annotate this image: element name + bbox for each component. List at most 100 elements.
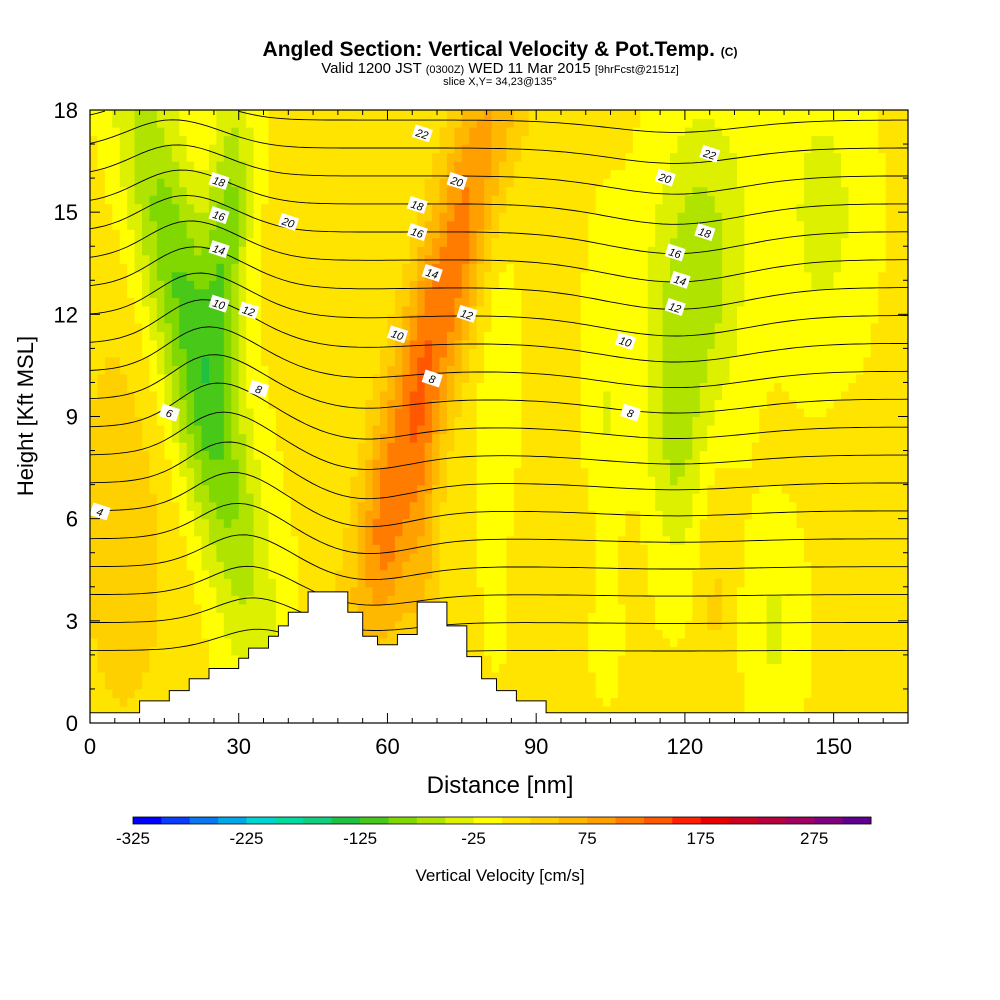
field-cell [446, 476, 478, 486]
field-cell [171, 382, 180, 392]
field-cell [156, 561, 188, 571]
field-cell [736, 161, 805, 171]
field-cell [684, 203, 716, 213]
field-cell [432, 416, 441, 426]
field-cell [246, 459, 262, 469]
field-cell [90, 450, 151, 460]
field-cell [580, 425, 604, 435]
field-cell [491, 118, 515, 128]
theta-contour [90, 220, 908, 283]
field-cell [692, 510, 708, 520]
field-cell [127, 186, 136, 196]
field-cell [446, 237, 470, 247]
field-cell [484, 365, 522, 375]
field-cell [149, 450, 165, 460]
field-cell [521, 348, 582, 358]
field-cell [90, 220, 113, 230]
field-cell [298, 552, 344, 562]
field-cell [826, 407, 908, 418]
field-cell [714, 195, 745, 205]
field-cell [90, 510, 158, 520]
field-cell [424, 382, 441, 392]
field-cell [246, 203, 255, 213]
field-cell [662, 373, 708, 384]
field-cell [90, 569, 158, 579]
field-cell [357, 501, 374, 511]
field-cell [164, 356, 173, 367]
field-cell [506, 203, 597, 213]
field-cell [238, 271, 247, 281]
field-cell [506, 629, 589, 639]
field-cell [692, 118, 716, 128]
field-cell [417, 331, 448, 341]
field-cell [90, 493, 158, 503]
field-cell [156, 186, 173, 196]
field-cell [268, 399, 366, 409]
field-cell [439, 254, 470, 264]
field-cell [357, 620, 396, 630]
field-cell [439, 407, 448, 418]
field-cell [870, 331, 908, 341]
field-cell [156, 229, 188, 239]
field-cell [238, 144, 255, 154]
field-cell [119, 246, 136, 256]
field-cell [811, 629, 908, 639]
field-cell [402, 314, 411, 324]
field-cell [870, 322, 908, 332]
field-cell [469, 373, 485, 384]
field-cell [394, 425, 411, 435]
field-cell [238, 203, 247, 213]
field-cell [454, 203, 470, 213]
field-cell [156, 271, 173, 281]
field-cell [253, 407, 277, 418]
field-cell [208, 373, 225, 384]
field-cell [439, 510, 478, 520]
field-cell [736, 603, 768, 613]
field-cell [365, 459, 374, 469]
field-cell [417, 544, 433, 554]
field-cell [841, 152, 887, 162]
field-cell [885, 186, 908, 196]
field-cell [402, 348, 411, 358]
field-cell [90, 603, 158, 613]
field-cell [617, 578, 649, 588]
field-cell [521, 297, 582, 307]
colorbar-label: Vertical Velocity [cm/s] [415, 866, 584, 885]
field-cell [662, 178, 738, 188]
field-cell [194, 399, 225, 409]
field-cell [357, 459, 366, 469]
field-cell [580, 459, 649, 469]
contour-label-bg [277, 212, 300, 231]
field-cell [365, 407, 381, 418]
field-cell [231, 356, 240, 367]
contour-label-10: 10 [208, 294, 230, 313]
field-cell [432, 459, 441, 469]
field-cell [707, 603, 723, 613]
field-cell [149, 646, 210, 656]
field-cell [253, 442, 277, 452]
field-cell [164, 442, 180, 452]
field-cell [484, 203, 493, 213]
field-cell [647, 390, 664, 401]
field-cell [855, 373, 908, 384]
field-cell [513, 493, 589, 503]
field-cell [432, 493, 448, 503]
field-cell [439, 356, 455, 367]
field-cell [134, 407, 158, 418]
field-cell [670, 246, 723, 256]
field-cell [238, 459, 247, 469]
field-cell [424, 254, 441, 264]
field-cell [90, 416, 143, 426]
field-cell [275, 612, 299, 622]
colorbar-tick-label: 275 [800, 829, 828, 848]
field-cell [781, 637, 812, 647]
field-cell [268, 127, 441, 137]
field-cell [156, 297, 165, 307]
field-cell [90, 688, 113, 699]
field-cell [684, 527, 701, 537]
field-cell [736, 586, 812, 596]
colorbar-swatch [842, 817, 872, 824]
field-cell [357, 569, 366, 579]
field-cell [476, 569, 508, 579]
field-cell [491, 305, 522, 315]
